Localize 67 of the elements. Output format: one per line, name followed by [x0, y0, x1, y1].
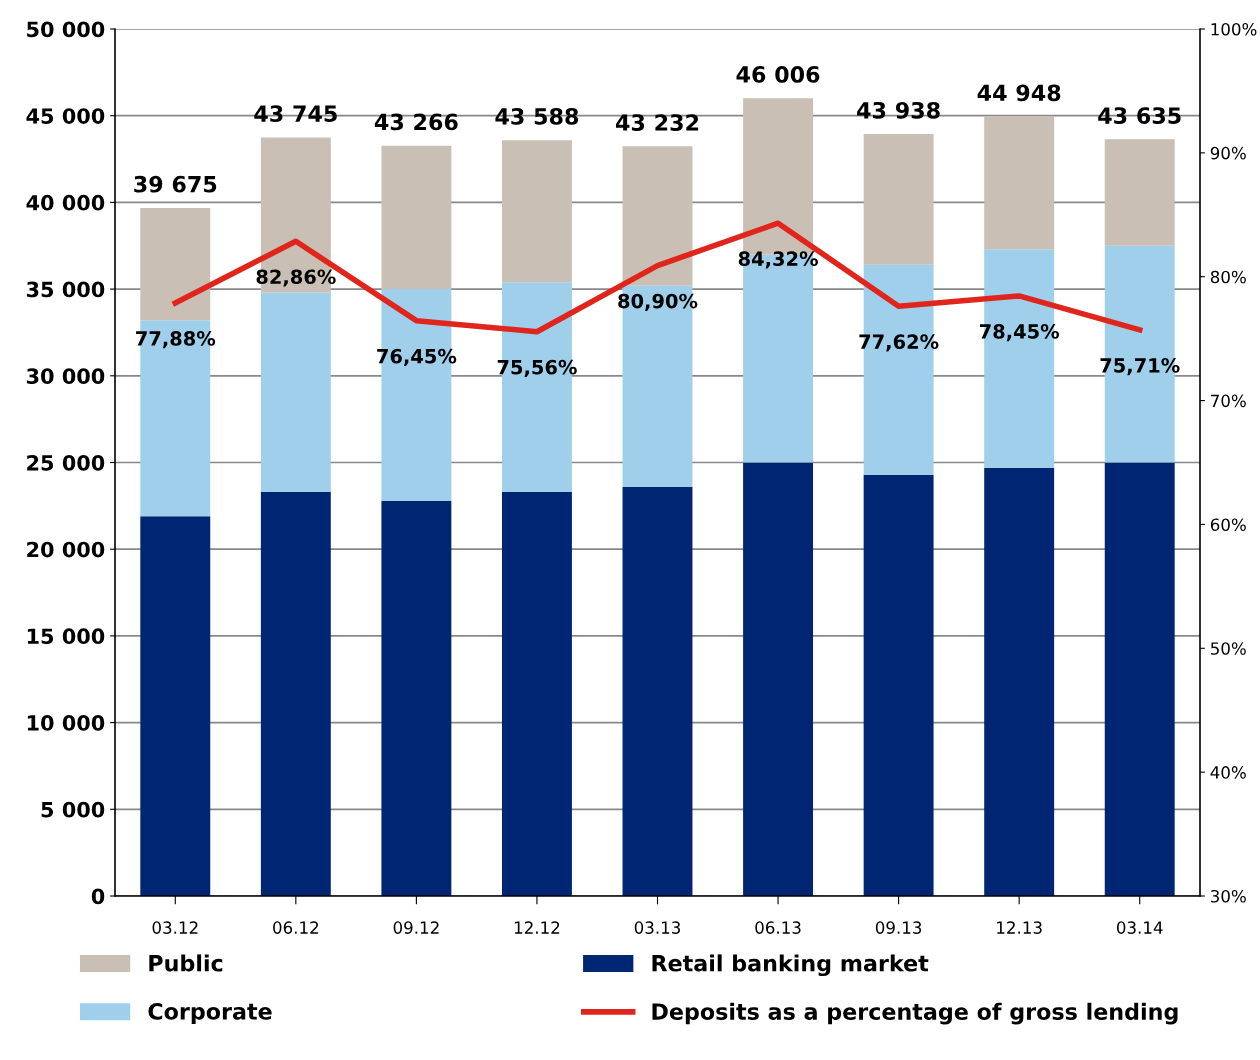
y-tick-label: 45 000	[26, 108, 105, 124]
total-label: 43 588	[495, 107, 579, 125]
data-label: 77,62%	[859, 334, 939, 352]
bar	[140, 208, 211, 321]
y2-tick-label: 70%	[1211, 394, 1246, 408]
data-label: 84,32%	[738, 251, 818, 269]
data-label: 82,86%	[256, 269, 336, 287]
y-tick-label: 50 000	[27, 21, 105, 38]
bar	[743, 462, 814, 896]
bar	[260, 491, 331, 896]
bar	[260, 292, 331, 492]
x-tick-label: 03.13	[634, 921, 681, 934]
legend-label: Corporate	[148, 1002, 272, 1025]
y-tick-label: 40 000	[26, 194, 105, 211]
x-tick-label: 06.13	[755, 921, 801, 934]
y-tick-label: 10 000	[27, 715, 105, 731]
bar	[381, 145, 452, 290]
legend-label: Public	[149, 954, 223, 972]
y2-tick-label: 30%	[1210, 889, 1246, 903]
legend-label: Retail banking market	[652, 954, 929, 977]
y-tick-label: 20 000	[27, 541, 105, 558]
total-label: 43 635	[1098, 107, 1181, 124]
data-label: 80,90%	[618, 293, 698, 311]
data-label: 76,45%	[377, 348, 457, 366]
bar	[501, 491, 572, 896]
bar	[1104, 139, 1175, 246]
bar	[1104, 462, 1175, 896]
bar	[863, 474, 934, 896]
x-tick-label: 12.12	[514, 921, 560, 934]
y-tick-label: 25 000	[27, 454, 105, 471]
x-tick-label: 03.12	[152, 921, 198, 934]
bar	[984, 116, 1055, 250]
total-label: 44 948	[977, 84, 1061, 102]
legend-label: Deposits as a percentage of gross lending	[652, 1002, 1178, 1025]
data-label: 78,45%	[979, 324, 1060, 342]
bar	[622, 146, 693, 286]
total-label: 46 006	[736, 66, 820, 83]
total-label: 43 938	[857, 101, 940, 119]
y2-tick-label: 60%	[1210, 518, 1246, 531]
bar	[381, 500, 452, 896]
y2-tick-label: 40%	[1210, 766, 1246, 779]
data-label: 75,71%	[1100, 357, 1180, 376]
y2-tick-label: 100%	[1211, 22, 1257, 36]
y-tick-label: 0	[91, 888, 105, 905]
total-label: 43 266	[374, 113, 458, 131]
bar	[984, 467, 1055, 896]
y-tick-label: 15 000	[27, 628, 105, 645]
total-label: 43 745	[254, 105, 337, 123]
bar	[863, 134, 934, 265]
x-tick-label: 12.13	[997, 921, 1042, 934]
y-tick-label: 30 000	[26, 368, 105, 385]
y2-tick-label: 80%	[1210, 270, 1246, 284]
x-tick-label: 06.12	[273, 921, 319, 934]
y2-tick-label: 50%	[1211, 642, 1246, 655]
total-label: 43 232	[615, 114, 699, 131]
x-tick-label: 03.14	[1116, 921, 1163, 934]
data-label: 75,56%	[497, 359, 577, 378]
bar	[622, 486, 693, 896]
x-tick-label: 09.12	[393, 921, 439, 934]
y-tick-label: 35 000	[26, 281, 105, 298]
y2-tick-label: 90%	[1210, 146, 1246, 160]
bar	[140, 516, 211, 896]
x-tick-label: 09.13	[875, 921, 922, 934]
bar	[501, 140, 572, 283]
y-tick-label: 5 000	[41, 801, 105, 818]
data-label: 77,88%	[136, 331, 216, 349]
total-label: 39 675	[134, 175, 217, 193]
